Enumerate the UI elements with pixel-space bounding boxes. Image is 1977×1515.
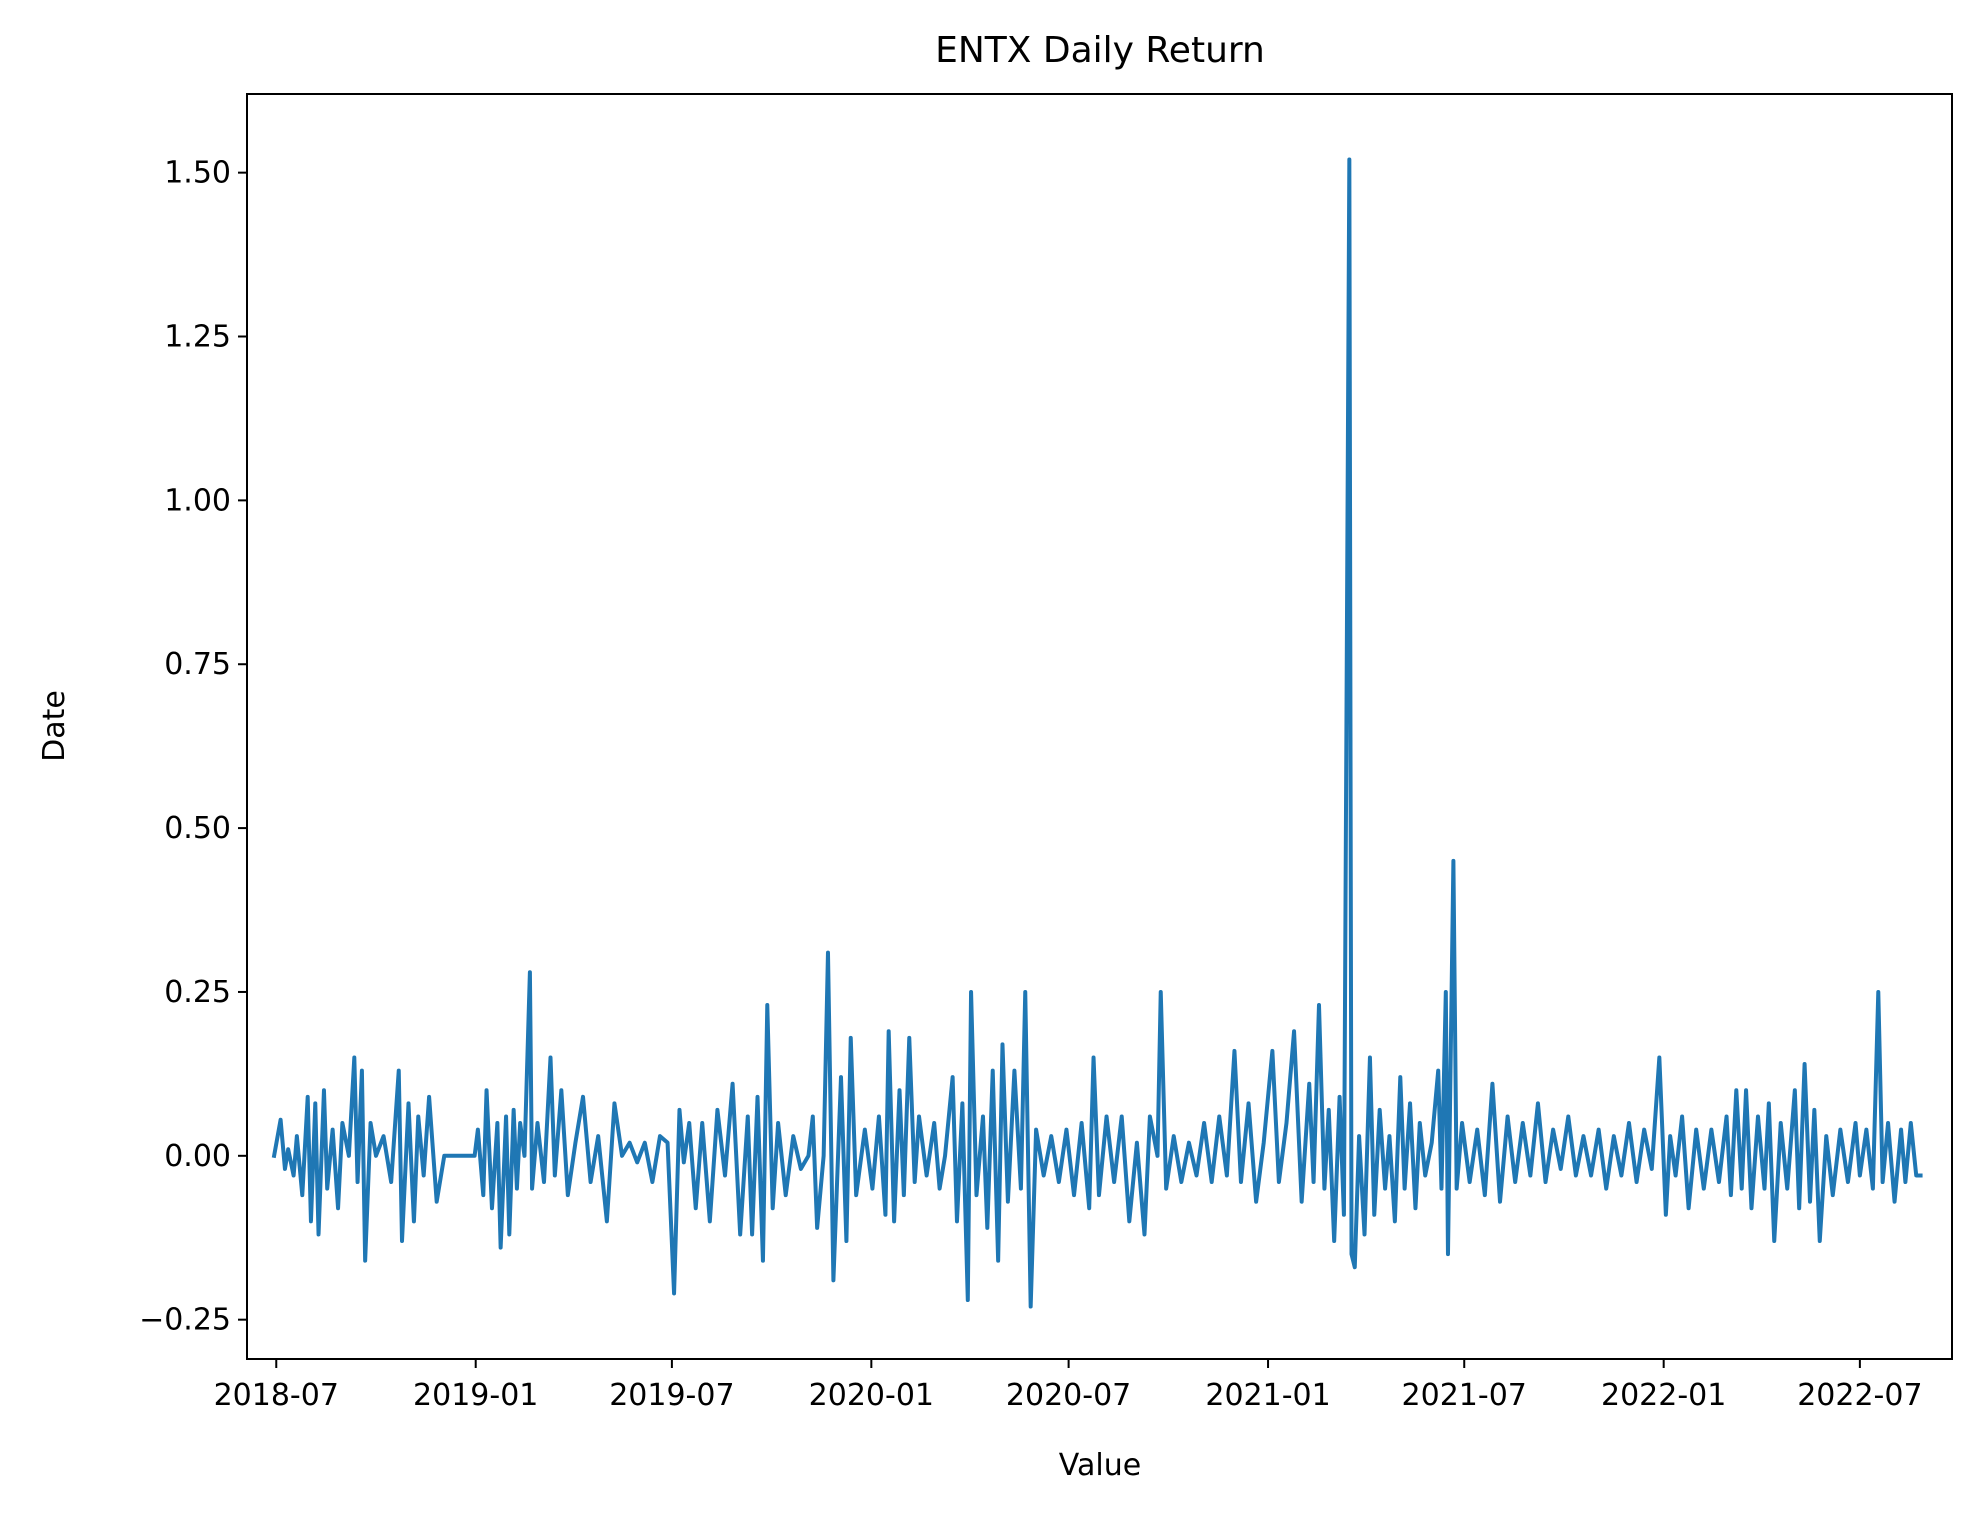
y-tick-label: 0.50 — [164, 811, 231, 846]
y-tick-label: 1.00 — [164, 483, 231, 518]
x-tick-label: 2019-07 — [609, 1378, 734, 1413]
chart-title: ENTX Daily Return — [935, 30, 1265, 71]
x-tick-label: 2021-01 — [1205, 1378, 1330, 1413]
y-tick-label: 1.50 — [164, 156, 231, 191]
y-axis: −0.25 0.00 0.25 0.50 0.75 1.00 1.25 1.50 — [139, 156, 247, 1338]
x-tick-label: 2020-01 — [809, 1378, 934, 1413]
y-tick-label: 0.75 — [164, 647, 231, 682]
plot-frame — [246, 93, 1953, 1360]
x-tick-label: 2022-07 — [1797, 1378, 1922, 1413]
y-tick-label: 1.25 — [164, 320, 231, 355]
y-axis-label: Date — [37, 690, 72, 762]
y-tick-label: −0.25 — [139, 1303, 231, 1338]
x-tick-label: 2020-07 — [1006, 1378, 1131, 1413]
x-axis-label: Value — [1059, 1448, 1141, 1483]
x-axis: 2018-07 2019-01 2019-07 2020-01 2020-07 2021-… — [214, 1359, 1923, 1413]
x-tick-label: 2019-01 — [413, 1378, 538, 1413]
x-tick-label: 2021-07 — [1402, 1378, 1527, 1413]
series-line-daily-return — [271, 157, 1923, 1309]
plot-area — [271, 157, 1923, 1309]
x-tick-label: 2022-01 — [1601, 1378, 1726, 1413]
x-tick-label: 2018-07 — [214, 1378, 339, 1413]
y-tick-label: 0.00 — [164, 1139, 231, 1174]
y-tick-label: 0.25 — [164, 975, 231, 1010]
